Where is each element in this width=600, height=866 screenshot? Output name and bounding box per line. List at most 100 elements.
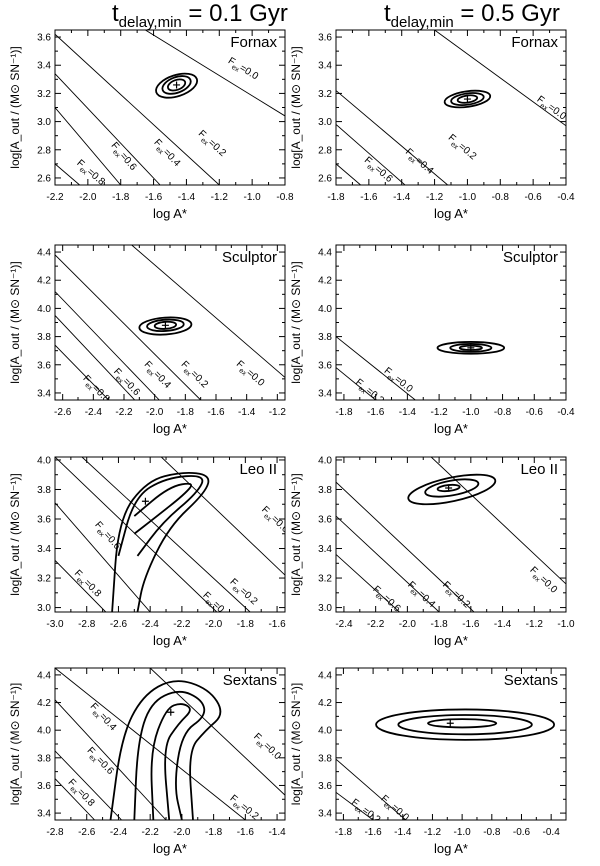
best-fit-marker (467, 344, 475, 352)
x-axis-label: log A* (153, 633, 187, 648)
x-tick-label: -2.0 (399, 619, 417, 630)
y-tick-label: 4.2 (318, 276, 332, 287)
plot-frame (335, 244, 567, 401)
fex-line (336, 554, 400, 612)
fex-line (55, 699, 167, 820)
fex-label: Fex=0.0 (250, 731, 283, 764)
fex-label: Fex=0.0 (258, 504, 291, 537)
y-tick-label: 3.2 (318, 89, 332, 100)
y-tick-label: 4.0 (318, 304, 332, 315)
fex-line (55, 291, 160, 400)
x-tick-label: -1.8 (237, 619, 255, 630)
y-tick-label: 4.0 (318, 726, 332, 737)
fex-line (336, 515, 440, 612)
x-tick-label: -2.6 (54, 407, 72, 418)
confidence-contour (146, 318, 185, 332)
fex-line (149, 668, 285, 796)
y-tick-label: 4.0 (37, 726, 51, 737)
y-tick-label: 3.4 (37, 388, 51, 399)
x-tick-label: -0.6 (525, 192, 543, 203)
y-tick-label: 3.0 (37, 117, 51, 128)
y-tick-label: 2.8 (318, 145, 332, 156)
x-tick-label: -1.8 (335, 827, 353, 838)
y-tick-label: 4.0 (37, 455, 51, 466)
y-axis-label: log[A_out / (M⊙ SN⁻¹)] (8, 261, 22, 383)
confidence-contour (427, 718, 498, 729)
x-tick-label: -1.4 (393, 192, 411, 203)
fex-label: Fex=0.8 (79, 373, 112, 406)
best-fit-marker (141, 497, 149, 505)
y-axis-label: log[A_out / (M⊙ SN⁻¹)] (289, 473, 303, 595)
x-tick-label: -1.6 (360, 192, 378, 203)
fex-label: Fex=0.4 (404, 580, 438, 612)
x-tick-label: -2.2 (115, 407, 133, 418)
fex-label: Fex=0.2 (195, 128, 229, 160)
x-tick-label: -2.4 (335, 619, 353, 630)
fex-line (55, 344, 109, 400)
x-tick-label: -1.0 (462, 407, 480, 418)
x-tick-label: -1.0 (454, 827, 472, 838)
best-fit-marker (445, 484, 453, 492)
galaxy-name: Sculptor (222, 249, 277, 266)
y-tick-label: 4.0 (37, 304, 51, 315)
y-tick-label: 3.4 (318, 809, 332, 820)
x-tick-label: -2.6 (110, 619, 128, 630)
confidence-contour (397, 714, 533, 736)
confidence-contour (424, 478, 480, 498)
panel-fornax-left: Fex=0.8Fex=0.6Fex=0.4Fex=0.2Fex=0.0-2.2-… (8, 29, 294, 221)
confidence-contour (150, 703, 191, 820)
y-tick-label: 4.2 (318, 698, 332, 709)
confidence-contour (133, 482, 192, 535)
fex-line (336, 124, 406, 185)
y-tick-label: 4.0 (318, 455, 332, 466)
y-tick-label: 3.4 (318, 388, 332, 399)
fex-line (336, 163, 361, 185)
fex-label: Fex=0.2 (177, 359, 210, 392)
x-tick-label: -0.4 (543, 827, 561, 838)
galaxy-name: Fornax (511, 34, 558, 51)
x-tick-label: -0.4 (557, 407, 575, 418)
y-tick-label: 3.6 (37, 515, 51, 526)
fex-label: Fex=0.0 (533, 94, 568, 124)
fex-label: Fex=0.4 (199, 590, 232, 623)
x-tick-label: -1.4 (494, 619, 512, 630)
x-axis-label: log A* (434, 841, 468, 856)
best-fit-marker (173, 81, 181, 89)
x-tick-label: -1.8 (327, 192, 345, 203)
x-tick-label: -1.2 (426, 192, 444, 203)
y-tick-label: 3.8 (318, 485, 332, 496)
fex-label: Fex=0.8 (70, 568, 103, 601)
fex-line (55, 502, 151, 612)
confidence-contour (138, 316, 193, 336)
y-axis-label: log[A_out / (M⊙ SN⁻¹)] (289, 261, 303, 383)
confidence-contour (155, 72, 199, 99)
confidence-contour (161, 75, 192, 95)
fex-label: Fex=0.6 (83, 745, 116, 778)
fex-label: Fex=0.0 (380, 366, 414, 397)
x-axis-label: log A* (153, 206, 187, 221)
confidence-contour (443, 89, 492, 109)
x-axis-label: log A* (434, 421, 468, 436)
x-tick-label: -2.4 (110, 827, 128, 838)
y-tick-label: 3.6 (318, 360, 332, 371)
fex-line (430, 457, 566, 585)
x-tick-label: -0.8 (494, 407, 512, 418)
x-tick-label: -1.8 (335, 407, 353, 418)
x-tick-label: -1.2 (211, 192, 229, 203)
fex-line (55, 315, 136, 400)
fex-line (55, 254, 201, 400)
best-fit-marker (463, 95, 471, 103)
fex-line (55, 107, 122, 185)
y-tick-label: 2.6 (318, 173, 332, 184)
y-axis-label: log[A_out / (M⊙ SN⁻¹)] (8, 473, 22, 595)
y-tick-label: 2.6 (37, 173, 51, 184)
y-tick-label: 4.2 (37, 276, 51, 287)
x-tick-label: -2.0 (146, 407, 164, 418)
